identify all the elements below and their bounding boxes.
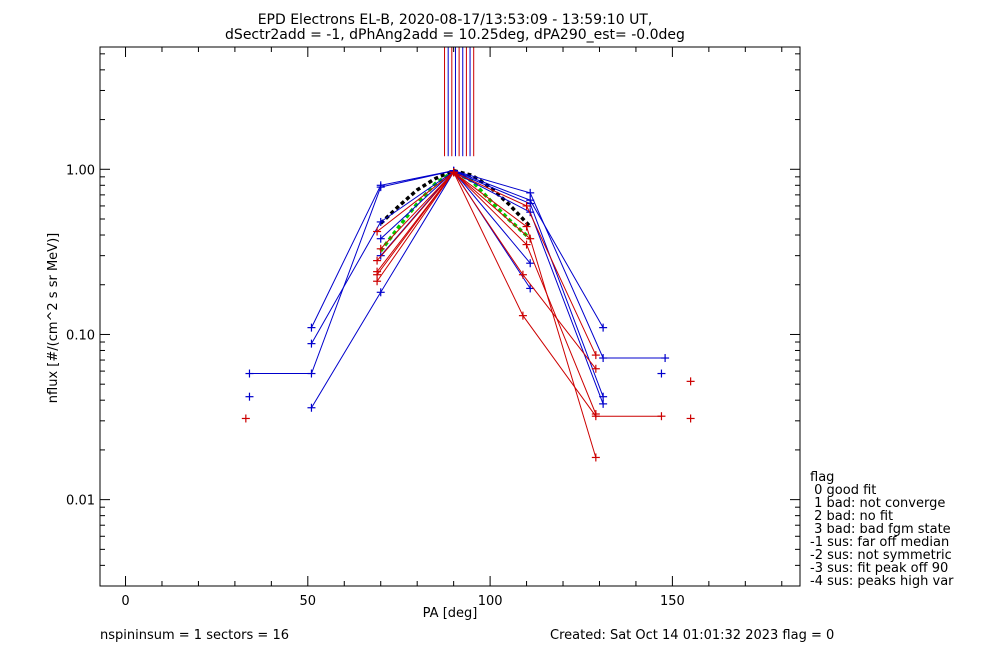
data-point (307, 323, 316, 332)
y-axis: 0.01 0.10 1.00 (66, 53, 800, 587)
y-tick-label: 0.01 (66, 494, 95, 509)
data-point (599, 323, 608, 332)
data-point (686, 414, 695, 423)
data-point (657, 412, 666, 421)
marker-group (241, 369, 695, 423)
data-point (522, 240, 531, 249)
data-point (599, 399, 608, 408)
legend-entry: 3 bad: bad fgm state (810, 522, 951, 537)
vertical-line-group (444, 47, 475, 157)
data-point (376, 244, 385, 253)
data-point (373, 227, 382, 236)
series-group (245, 166, 670, 462)
legend-entry: 2 bad: no fit (810, 509, 893, 524)
data-point (526, 234, 535, 243)
data-point (307, 339, 316, 348)
series-line (376, 171, 597, 415)
x-tick-label: 150 (660, 594, 685, 609)
footer-created: Created: Sat Oct 14 01:01:32 2023 flag =… (550, 628, 834, 643)
legend-title: flag (810, 470, 834, 485)
data-point (591, 364, 600, 373)
x-tick-label: 50 (300, 594, 317, 609)
data-point (245, 392, 254, 401)
data-point (661, 354, 670, 363)
data-point (526, 188, 535, 197)
data-point (373, 256, 382, 265)
series-line (376, 171, 597, 356)
data-point (518, 311, 527, 320)
data-point (245, 369, 254, 378)
chart-title: EPD Electrons EL-B, 2020-08-17/13:53:09 … (258, 12, 653, 28)
data-point (376, 288, 385, 297)
data-point (449, 168, 458, 177)
data-point (376, 234, 385, 243)
chart-subtitle: dSectr2add = -1, dPhAng2add = 10.25deg, … (225, 27, 685, 43)
series-line (376, 171, 662, 417)
data-point (526, 284, 535, 293)
data-point (373, 277, 382, 286)
data-point (522, 222, 531, 231)
data-point (522, 201, 531, 210)
y-tick-label: 0.10 (66, 328, 95, 343)
plot-frame (99, 46, 801, 587)
legend-entry: -4 sus: peaks high var (810, 574, 954, 589)
legend-entry: -3 sus: fit peak off 90 (810, 561, 948, 576)
series-line (311, 171, 604, 408)
data-point (591, 453, 600, 462)
series-line (311, 170, 604, 397)
series-line (376, 171, 597, 370)
data-point (591, 409, 600, 418)
data-point (686, 377, 695, 386)
data-point (241, 414, 250, 423)
y-axis-label: nflux [#/(cm^2 s sr MeV)] (46, 233, 61, 403)
x-axis-label: PA [deg] (423, 606, 478, 621)
data-point (599, 354, 608, 363)
x-axis: 0 50 100 150 (121, 47, 783, 609)
legend-entry: 0 good fit (810, 483, 876, 498)
data-point (657, 369, 666, 378)
data-point (376, 217, 385, 226)
series-line (311, 170, 604, 328)
data-point (526, 259, 535, 268)
flag-legend: flag 0 good fit 1 bad: not converge 2 ba… (810, 470, 954, 589)
legend-entry: 1 bad: not converge (810, 496, 945, 511)
x-tick-label: 0 (121, 594, 129, 609)
data-point (591, 351, 600, 360)
data-point (307, 369, 316, 378)
legend-entry: -2 sus: not symmetric (810, 548, 952, 563)
data-point (526, 208, 535, 217)
data-point (518, 270, 527, 279)
x-tick-label: 100 (478, 594, 503, 609)
legend-entry: -1 sus: far off median (810, 535, 949, 550)
data-point (373, 267, 382, 276)
footer-sectors: nspininsum = 1 sectors = 16 (100, 628, 289, 643)
data-point (376, 181, 385, 190)
data-point (307, 403, 316, 412)
y-tick-label: 1.00 (66, 163, 95, 178)
series-line (376, 171, 597, 458)
